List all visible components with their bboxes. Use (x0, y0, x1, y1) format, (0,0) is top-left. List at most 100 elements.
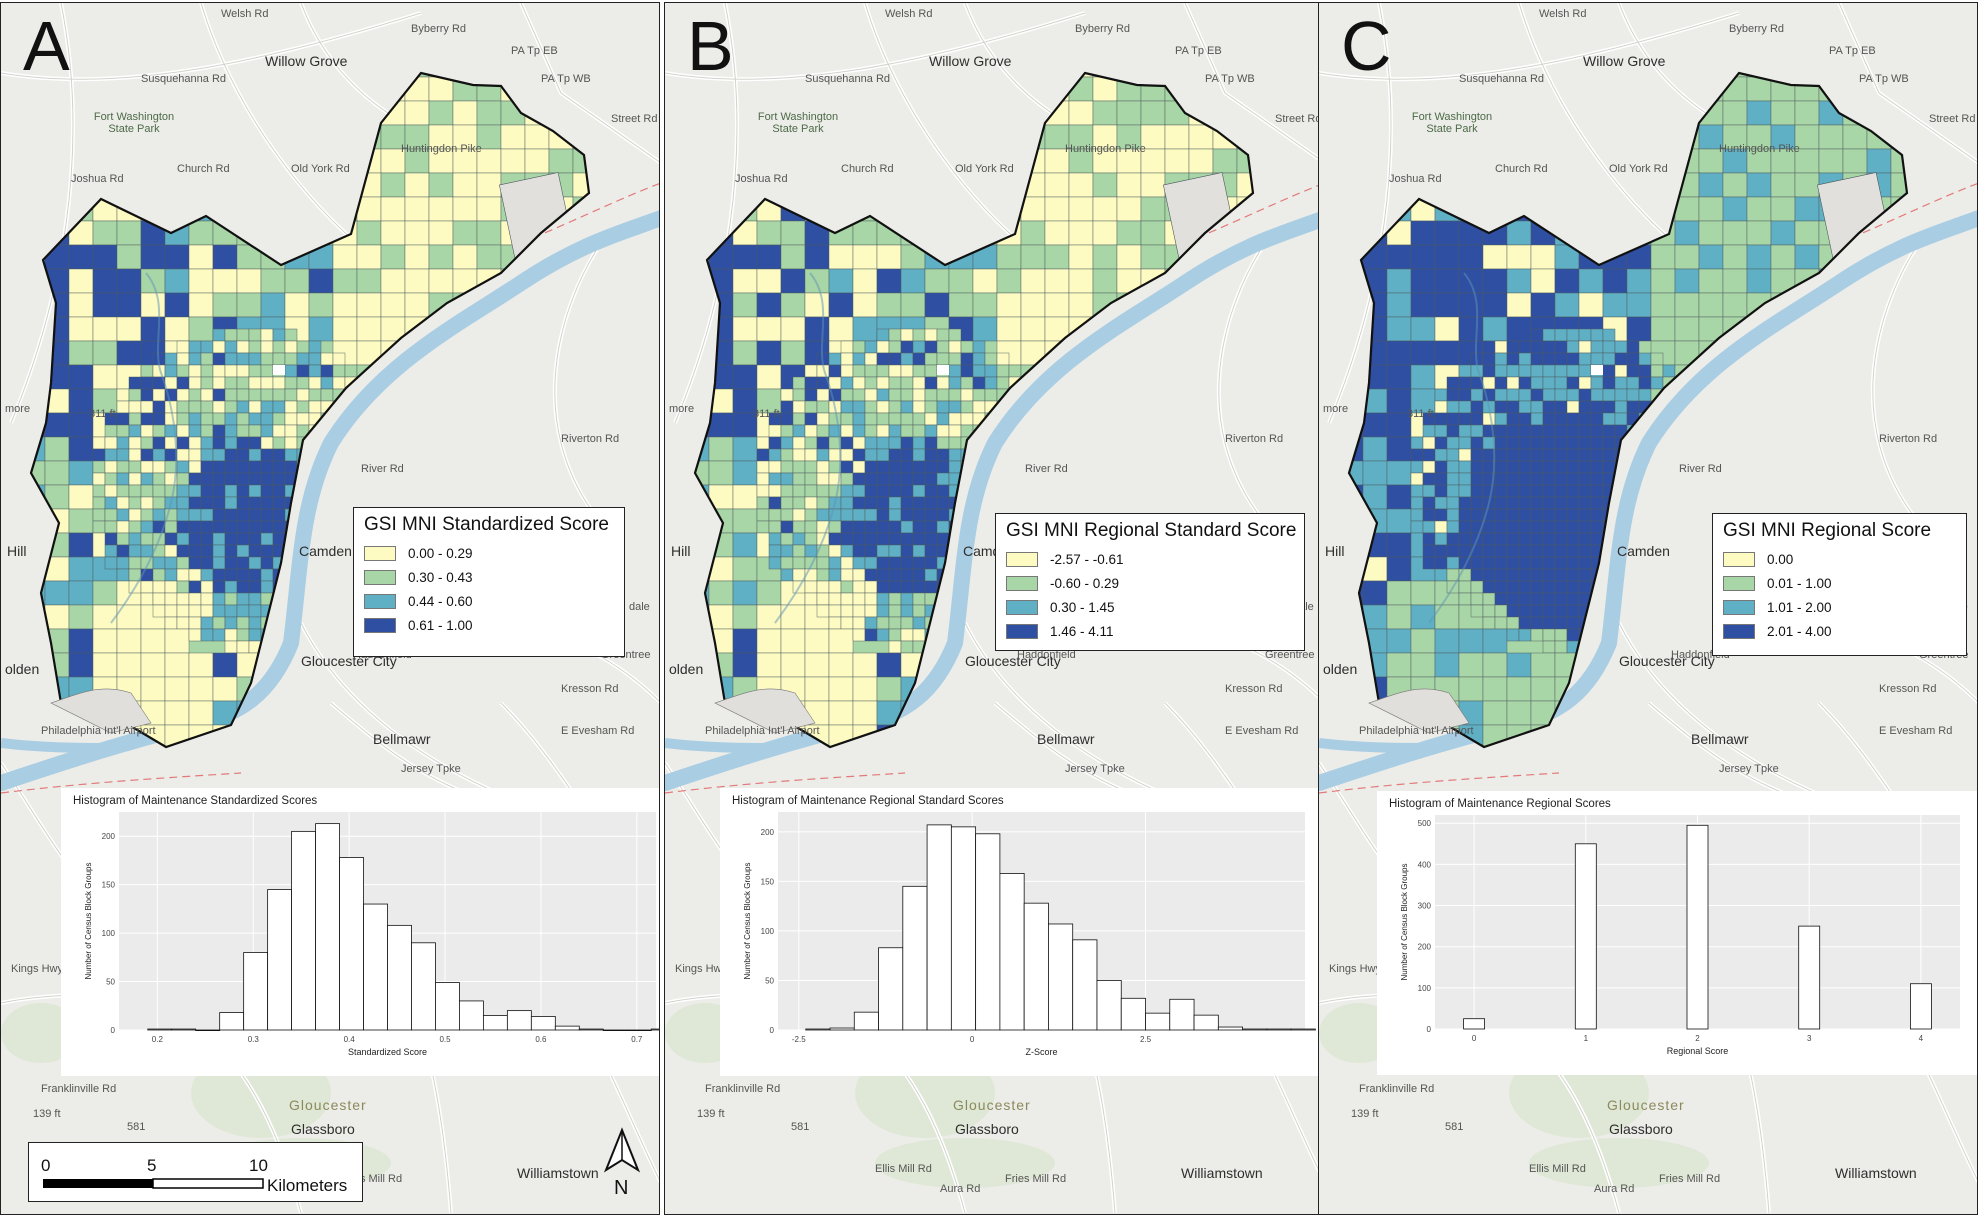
block-group-cell (924, 76, 950, 102)
place-label-glassboro: Glassboro (291, 1121, 355, 1137)
block-group-cell (756, 484, 770, 498)
block-group-cell (1915, 293, 1939, 317)
block-group-cell (888, 580, 902, 594)
block-group-cell (452, 220, 478, 246)
block-group-cell (1602, 508, 1616, 522)
block-group-cell (1614, 352, 1628, 366)
block-group-cell (1068, 124, 1094, 150)
block-group-cell (140, 628, 166, 654)
block-group-cell (732, 340, 758, 366)
histogram-bar (853, 1011, 879, 1031)
block-group-cell (900, 220, 926, 246)
block-group-cell (428, 244, 454, 270)
block-group-cell (1470, 508, 1484, 522)
block-group-cell (188, 580, 202, 594)
block-group-cell (104, 508, 118, 522)
block-group-cell (236, 436, 250, 450)
block-group-cell (876, 124, 902, 150)
block-group-cell (828, 676, 854, 702)
block-group-cell (1530, 580, 1544, 594)
block-group-cell (68, 580, 94, 606)
block-group-cell (128, 544, 142, 558)
block-group-cell (1542, 388, 1556, 402)
block-group-cell (756, 292, 782, 318)
block-group-cell (1044, 424, 1058, 438)
block-group-cell (200, 424, 214, 438)
x-tick-label: 0.7 (631, 1035, 643, 1044)
block-group-cell (888, 544, 902, 558)
block-group-cell (876, 616, 890, 630)
block-group-cell (1434, 220, 1460, 246)
block-group-cell (200, 400, 214, 414)
block-group-cell (1470, 388, 1484, 402)
block-group-cell (876, 592, 890, 606)
block-group-cell (695, 604, 710, 630)
road-edge (1, 12, 422, 80)
block-group-cell (284, 292, 310, 318)
block-group-cell (780, 76, 806, 102)
block-group-cell (152, 424, 166, 438)
block-group-cell (1578, 532, 1592, 546)
block-group-cell (236, 484, 250, 498)
block-group-cell (1842, 316, 1868, 342)
block-group-cell (1674, 532, 1688, 546)
block-group-cell (344, 460, 358, 474)
block-group-cell (1164, 652, 1190, 678)
block-group-cell (984, 388, 998, 402)
block-group-cell (1140, 700, 1166, 726)
block-group-cell (792, 544, 806, 558)
legend-swatch (364, 617, 396, 633)
block-group-cell (356, 316, 382, 342)
block-group-cell (285, 749, 309, 773)
block-group-cell (1530, 352, 1544, 366)
block-group-cell (996, 124, 1022, 150)
block-group-cell (1554, 292, 1580, 318)
block-group-cell (1614, 376, 1628, 390)
block-group-cell (248, 388, 262, 402)
block-group-cell (248, 448, 262, 462)
block-group-cell (1446, 436, 1460, 450)
block-group-cell (876, 448, 890, 462)
block-group-cell (1566, 364, 1580, 378)
block-group-cell (816, 508, 830, 522)
block-group-cell (1530, 472, 1544, 486)
block-group-cell (452, 484, 478, 510)
block-group-cell (44, 460, 70, 486)
block-group-cell (804, 316, 830, 342)
place-label-fort-washington: Fort Washington State Park (757, 111, 839, 135)
block-group-cell (828, 196, 854, 222)
block-group-cell (1056, 424, 1070, 438)
block-group-cell (1386, 316, 1412, 342)
legend-title: GSI MNI Standardized Score (364, 514, 609, 535)
block-group-cell (1470, 484, 1484, 498)
block-group-cell (188, 484, 202, 498)
block-group-cell (428, 100, 454, 126)
block-group-cell (1794, 316, 1820, 342)
place-label-church: Church Rd (177, 163, 230, 175)
block-group-cell (164, 316, 190, 342)
block-group-cell (200, 448, 214, 462)
block-group-cell (1212, 700, 1238, 726)
block-group-cell (224, 616, 238, 630)
block-group-cell (792, 556, 806, 570)
block-group-cell (188, 268, 214, 294)
block-group-cell (31, 292, 46, 318)
block-group-cell (1349, 148, 1364, 174)
block-group-cell (116, 292, 142, 318)
block-group-cell (1422, 460, 1436, 474)
block-group-cell (1566, 520, 1580, 534)
block-group-cell (1349, 676, 1364, 702)
block-group-cell (900, 628, 914, 642)
block-group-cell (92, 364, 118, 390)
place-label-camden: Camden (299, 543, 352, 559)
place-label-welsh: Welsh Rd (1539, 8, 1587, 20)
block-group-cell (248, 532, 262, 546)
block-group-cell (1675, 749, 1699, 773)
block-group-cell (452, 388, 478, 414)
block-group-cell (1746, 76, 1772, 102)
block-group-cell (1842, 292, 1868, 318)
block-group-cell (1638, 568, 1652, 582)
block-group-cell (1434, 496, 1448, 510)
block-group-cell (1494, 412, 1508, 426)
block-group-cell (428, 724, 454, 747)
